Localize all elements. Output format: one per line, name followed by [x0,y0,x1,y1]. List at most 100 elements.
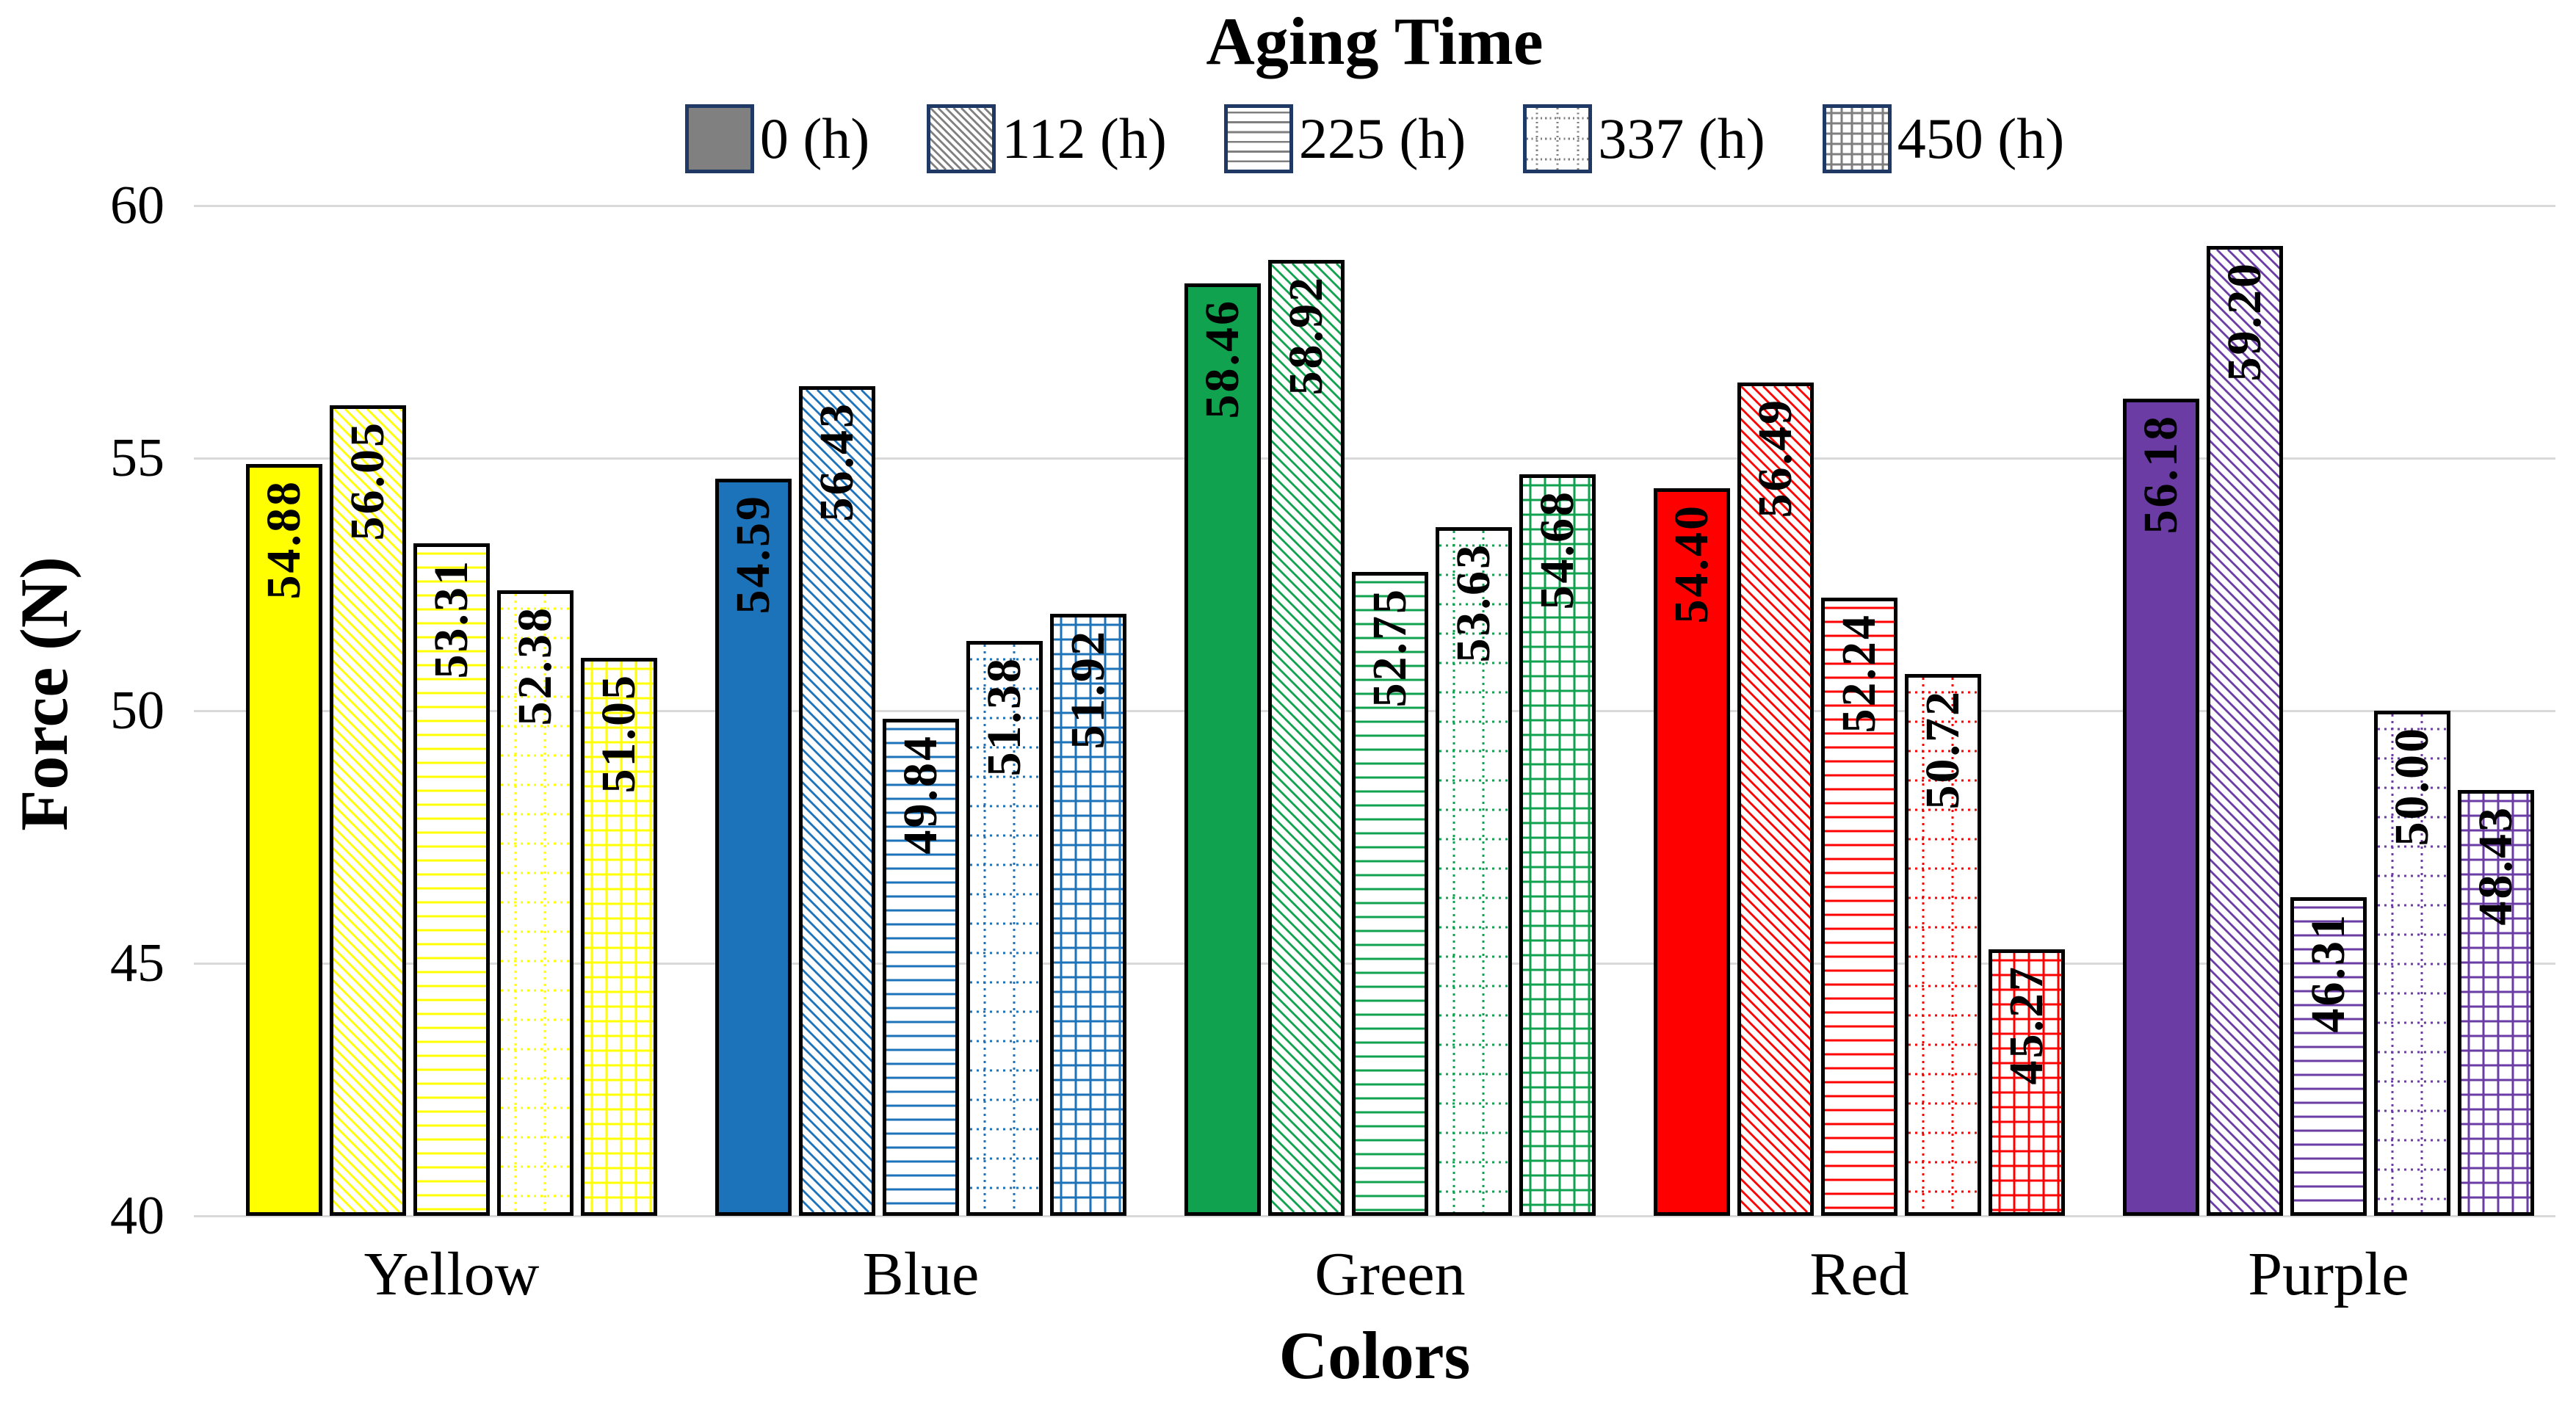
bar-label-wrap: 56.49 [1741,398,1810,518]
x-axis: Yellow Blue Green Red Purple [194,1240,2555,1322]
bar-red-225(h): 52.24 [1821,598,1897,1216]
legend-label: 0 (h) [759,106,870,170]
bar-label-wrap: 53.31 [417,559,486,679]
pattern-dot-grid [970,645,1039,1212]
bar-label-wrap: 48.43 [2461,805,2530,926]
bar-label-wrap: 51.38 [970,656,1039,777]
x-tick-label: Green [1314,1240,1466,1308]
x-tick-label: Purple [2248,1240,2409,1308]
bar-value-label: 56.49 [1748,398,1803,518]
bar-label-wrap: 58.46 [1188,299,1257,419]
y-tick-label: 60 [110,175,164,236]
bar-label-wrap: 52.75 [1356,587,1425,708]
bar-label-wrap: 54.59 [719,494,788,615]
pattern-grid [585,662,654,1212]
legend: 0 (h) 112 (h) 225 (h) 337 (h) 450 (h) [194,104,2555,173]
y-tick-label: 40 [110,1186,164,1246]
bar-value-label: 58.92 [1279,275,1334,396]
legend-label: 450 (h) [1897,106,2065,170]
bar-red-450(h): 45.27 [1989,949,2065,1216]
bar-value-label: 56.05 [341,421,395,541]
legend-swatch-diagonal [927,104,996,173]
bar-value-label: 58.46 [1195,299,1250,419]
bar-label-wrap: 54.40 [1657,504,1726,624]
bar-blue-337(h): 51.38 [966,641,1043,1216]
pattern-horizontal [417,552,486,1211]
bar-label-wrap: 56.18 [2127,414,2196,535]
pattern-horizontal [1227,111,1289,163]
bar-red-337(h): 50.72 [1905,674,1981,1216]
bar-label-wrap: 58.92 [1272,275,1341,396]
legend-item: 0 (h) [684,104,870,173]
bar-group-blue: 54.59 56.43 49.84 51.38 51.92 [715,206,1126,1216]
y-tick-label: 55 [110,428,164,488]
y-tick-label: 45 [110,933,164,993]
bar-blue-225(h): 49.84 [883,719,959,1216]
pattern-diagonal [930,108,993,170]
bar-label-wrap: 49.84 [886,734,955,855]
pattern-diagonal [803,390,872,1212]
bar-label-wrap: 52.38 [501,606,570,726]
pattern-grid [1992,953,2061,1212]
bar-label-wrap: 52.24 [1825,613,1894,733]
bar-blue-450(h): 51.92 [1050,614,1126,1216]
gridline [194,1214,2555,1217]
pattern-horizontal [2294,906,2363,1202]
bar-label-wrap: 56.43 [803,402,872,522]
bar-value-label: 56.18 [2134,414,2188,535]
gridline [194,204,2555,207]
bar-value-label: 54.88 [257,479,311,600]
pattern-diagonal [1272,264,1341,1212]
pattern-diagonal [1741,386,1810,1212]
chart-title: Aging Time [1206,4,1544,79]
pattern-grid [1826,108,1888,170]
pattern-dot-grid [1909,678,1978,1212]
bar-purple-112(h): 59.20 [2207,246,2283,1216]
legend-swatch-solid [684,104,754,173]
bar-value-label: 45.27 [2000,965,2054,1085]
bar-group-green: 58.46 58.92 52.75 53.63 54.68 [1184,206,1596,1216]
legend-swatch-grid [1822,104,1892,173]
bar-red-112(h): 56.49 [1737,383,1814,1216]
plot-area: 54.88 56.05 53.31 52.38 51.05 54.59 56.43 49.84… [194,204,2555,1217]
pattern-horizontal [886,728,955,1205]
pattern-dot-grid [501,594,570,1212]
bar-value-label: 49.84 [894,734,948,855]
legend-item: 450 (h) [1822,104,2065,173]
bar-value-label: 53.63 [1447,543,1501,663]
legend-item: 225 (h) [1223,104,1466,173]
pattern-horizontal [1825,606,1894,1209]
bar-green-225(h): 52.75 [1352,572,1428,1216]
y-tick-label: 50 [110,681,164,741]
x-axis-title: Colors [1278,1318,1471,1393]
pattern-grid [1523,478,1592,1212]
bar-group-red: 54.40 56.49 52.24 50.72 45.27 [1654,206,2065,1216]
bar-blue-112(h): 56.43 [799,386,875,1216]
bar-green-112(h): 58.92 [1268,260,1345,1216]
bar-value-label: 56.43 [810,402,864,522]
bar-green-337(h): 53.63 [1436,527,1512,1216]
bar-value-label: 52.38 [508,606,562,726]
bar-value-label: 51.05 [592,673,646,794]
bar-value-label: 46.31 [2301,913,2356,1033]
bar-purple-450(h): 48.43 [2458,790,2534,1216]
bar-value-label: 52.75 [1363,587,1417,708]
bar-yellow-225(h): 53.31 [413,543,490,1216]
bar-label-wrap: 59.20 [2210,261,2279,382]
bar-value-label: 59.20 [2218,261,2272,382]
x-tick-label: Red [1809,1240,1909,1308]
bar-label-wrap: 54.68 [1523,490,1592,610]
bar-red-0(h): 54.40 [1654,488,1730,1216]
bar-purple-0(h): 56.18 [2123,399,2199,1216]
bar-value-label: 52.24 [1832,613,1886,733]
bar-label-wrap: 56.05 [333,421,402,541]
legend-swatch-horizontal [1223,104,1293,173]
bar-value-label: 50.72 [1916,689,1970,810]
bar-yellow-112(h): 56.05 [330,405,406,1216]
bar-label-wrap: 51.05 [585,673,654,794]
bar-value-label: 48.43 [2469,805,2523,926]
bar-label-wrap: 50.72 [1909,689,1978,810]
x-tick-label: Blue [862,1240,980,1308]
legend-item: 337 (h) [1523,104,1765,173]
